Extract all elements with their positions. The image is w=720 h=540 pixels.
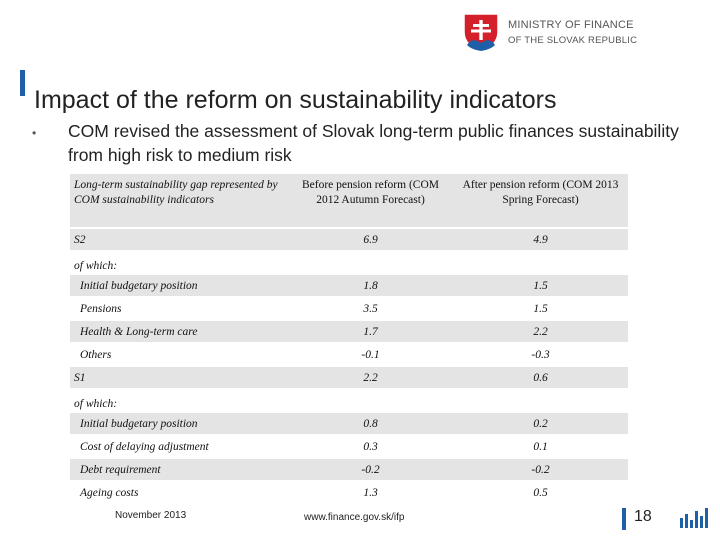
bullet-text: COM revised the assessment of Slovak lon… [68,121,679,165]
table-row: Debt requirement -0.2 -0.2 [70,458,628,482]
row-after [453,251,628,275]
table-header-row: Long-term sustainability gap represented… [70,174,628,229]
table-row: Initial budgetary position 1.8 1.5 [70,274,628,298]
row-label: Debt requirement [70,458,288,482]
table-row: of which: [70,389,628,413]
slide-title: Impact of the reform on sustainability i… [34,86,557,114]
row-after: 4.9 [453,228,628,252]
row-label: Ageing costs [70,481,288,505]
row-label: S1 [70,366,288,390]
ministry-name: MINISTRY OF FINANCE OF THE SLOVAK REPUBL… [508,18,637,48]
row-label: Others [70,343,288,367]
row-label: Initial budgetary position [70,274,288,298]
row-label: Health & Long-term care [70,320,288,344]
table-row: Cost of delaying adjustment 0.3 0.1 [70,435,628,459]
row-after: -0.2 [453,458,628,482]
table-row: S1 2.2 0.6 [70,366,628,390]
row-before: 2.2 [288,366,453,390]
page-number-accent-bar [622,508,626,530]
table-row: of which: [70,251,628,275]
header-indicator: Long-term sustainability gap represented… [70,174,288,229]
row-before: 6.9 [288,228,453,252]
row-after: 0.2 [453,412,628,436]
row-before [288,251,453,275]
table-row: Others -0.1 -0.3 [70,343,628,367]
table-row: Health & Long-term care 1.7 2.2 [70,320,628,344]
row-label: Cost of delaying adjustment [70,435,288,459]
row-after: 1.5 [453,274,628,298]
sustainability-table: Long-term sustainability gap represented… [70,174,628,505]
row-label: Pensions [70,297,288,321]
row-label: S2 [70,228,288,252]
table-row: Pensions 3.5 1.5 [70,297,628,321]
slovak-coat-of-arms-icon [463,13,499,52]
row-after: 2.2 [453,320,628,344]
table-row: Initial budgetary position 0.8 0.2 [70,412,628,436]
row-before [288,389,453,413]
page-number: 18 [634,508,652,525]
row-before: 1.3 [288,481,453,505]
row-before: 0.8 [288,412,453,436]
header-before: Before pension reform (COM 2012 Autumn F… [288,174,453,229]
row-after: 0.5 [453,481,628,505]
row-before: 3.5 [288,297,453,321]
ifp-logo-icon [680,508,708,528]
bullet-icon: • [32,126,37,140]
row-after: 0.6 [453,366,628,390]
row-label: of which: [70,389,288,413]
row-before: 1.8 [288,274,453,298]
row-before: 1.7 [288,320,453,344]
row-label: Initial budgetary position [70,412,288,436]
footer-url: www.finance.gov.sk/ifp [304,512,405,523]
header-after: After pension reform (COM 2013 Spring Fo… [453,174,628,229]
table-row: Ageing costs 1.3 0.5 [70,481,628,505]
row-before: -0.2 [288,458,453,482]
ministry-line2: OF THE SLOVAK REPUBLIC [508,35,638,46]
row-after [453,389,628,413]
row-after: 1.5 [453,297,628,321]
row-after: -0.3 [453,343,628,367]
row-label: of which: [70,251,288,275]
footer-date: November 2013 [115,510,187,521]
row-before: 0.3 [288,435,453,459]
ministry-line1: MINISTRY OF FINANCE [508,19,634,31]
row-before: -0.1 [288,343,453,367]
table-row: S2 6.9 4.9 [70,228,628,252]
row-after: 0.1 [453,435,628,459]
title-accent-bar [20,70,25,96]
